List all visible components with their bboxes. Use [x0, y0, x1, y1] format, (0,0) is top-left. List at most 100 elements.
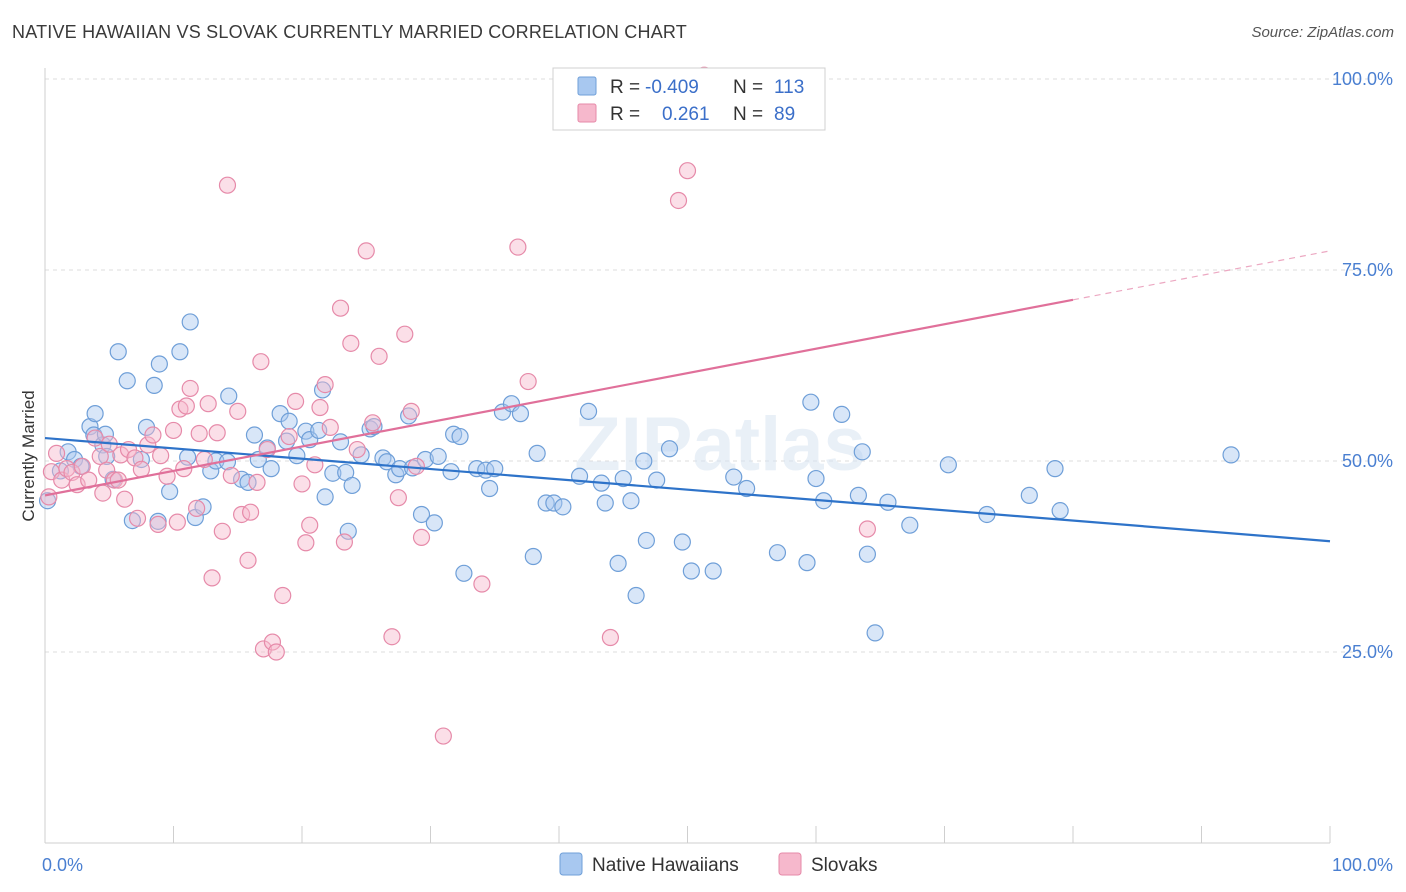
- hawaiian-point: [245, 426, 264, 444]
- slovak-trend-line: [44, 298, 1074, 497]
- hawaiian-point: [596, 494, 614, 512]
- hawaiian-point: [833, 405, 851, 423]
- slovak-point: [389, 489, 407, 507]
- series-legend-label-slovaks: Slovaks: [811, 855, 878, 876]
- hawaiian-point: [194, 498, 212, 516]
- slovak-point: [177, 397, 195, 415]
- legend-r-value-1: -0.409: [645, 77, 699, 98]
- slovak-point: [91, 447, 109, 466]
- hawaiian-point: [161, 482, 179, 501]
- hawaiian-point: [324, 464, 342, 482]
- chart-title: NATIVE HAWAIIAN VS SLOVAK CURRENTLY MARR…: [12, 22, 687, 42]
- slovak-point: [402, 402, 420, 420]
- slovak-point: [152, 447, 170, 465]
- series-legend-swatch-slovaks: [778, 852, 802, 876]
- hawaiian-point: [280, 412, 298, 430]
- y-tick-label: 100.0%: [1332, 69, 1393, 89]
- watermark: ZIPatlas: [574, 402, 865, 487]
- series-legend-swatch-hawaiians: [559, 852, 583, 876]
- hawaiian-point: [637, 531, 655, 550]
- slovak-point: [370, 347, 388, 365]
- hawaiian-point: [239, 473, 257, 491]
- slovak-point: [311, 398, 329, 417]
- hawaiian-point: [118, 372, 136, 390]
- hawaiian-point: [879, 493, 897, 511]
- hawaiian-point: [1222, 446, 1240, 464]
- series-legend: Native Hawaiians Slovaks: [559, 852, 878, 876]
- slovak-point: [519, 372, 537, 391]
- hawaiian-point: [1051, 502, 1069, 520]
- hawaiian-point: [400, 407, 418, 425]
- legend-n-label-2: N =: [733, 104, 763, 125]
- slovak-point: [286, 392, 305, 411]
- hawaiian-point: [455, 564, 473, 582]
- hawaiian-point: [939, 456, 957, 474]
- slovak-point: [348, 440, 366, 459]
- hawaiian-point: [524, 547, 542, 566]
- hawaiian-point: [609, 554, 627, 572]
- slovak-point: [116, 490, 134, 508]
- slovak-trend-extension: [1072, 250, 1331, 301]
- slovak-point: [280, 427, 298, 446]
- hawaiian-point: [725, 468, 743, 486]
- legend-swatch-pink: [577, 103, 597, 123]
- legend-n-value-1: 113: [774, 77, 804, 98]
- y-axis-label: Currently Married: [19, 390, 38, 521]
- hawaiian-point: [339, 522, 357, 540]
- hawaiian-point: [425, 514, 443, 532]
- slovak-point: [149, 515, 167, 534]
- hawaiian-point: [673, 533, 691, 551]
- grid-lines: [45, 78, 1370, 653]
- slovak-point: [222, 466, 240, 485]
- hawaiian-point: [1020, 486, 1038, 504]
- slovak-point: [94, 484, 112, 502]
- slovak-point: [396, 325, 414, 343]
- hawaiian-point: [853, 443, 871, 461]
- hawaiian-point: [262, 460, 280, 478]
- slovak-point: [678, 162, 697, 180]
- tick-labels: 25.0% 50.0% 75.0% 100.0% 0.0% 100.0%: [42, 69, 1393, 875]
- hawaiian-point: [579, 402, 598, 420]
- hawaiian-point: [802, 393, 820, 411]
- hawaiian-point: [554, 498, 572, 516]
- slovak-point: [213, 522, 231, 540]
- slovak-point: [293, 475, 311, 493]
- hawaiian-point: [901, 516, 919, 534]
- slovak-point: [301, 516, 319, 534]
- slovak-point: [412, 528, 431, 547]
- slovak-point: [331, 299, 350, 317]
- hawaiian-point: [86, 405, 104, 423]
- legend-r-label-1: R =: [610, 77, 640, 98]
- hawaiian-point: [316, 488, 334, 506]
- slovak-point: [128, 509, 147, 527]
- hawaiian-point: [145, 376, 163, 394]
- hawaiian-point: [627, 586, 645, 605]
- legend-r-label-2: R =: [610, 104, 640, 125]
- y-tick-label: 50.0%: [1342, 451, 1393, 471]
- hawaiian-point: [331, 433, 350, 451]
- slovak-point: [252, 353, 270, 371]
- hawaiian-point: [614, 469, 632, 488]
- hawaiian-point: [412, 505, 431, 524]
- slovak-point: [229, 402, 247, 420]
- hawaiian-point: [109, 343, 127, 361]
- source-label: Source: ZipAtlas.com: [1251, 24, 1394, 41]
- hawaiian-point: [807, 469, 825, 488]
- slovak-point: [858, 520, 877, 538]
- slovak-point: [335, 533, 354, 551]
- slovak-point: [218, 176, 237, 194]
- hawaiian-point: [150, 355, 168, 373]
- hawaiian-point: [1046, 460, 1064, 478]
- hawaiian-point: [429, 447, 447, 466]
- hawaiian-point: [181, 313, 199, 331]
- hawaiian-point: [545, 494, 563, 512]
- hawaiian-point: [858, 545, 877, 563]
- slovak-point: [239, 551, 257, 569]
- slovak-point: [316, 376, 334, 394]
- x-tick-label: 100.0%: [1332, 855, 1393, 875]
- axes: [44, 68, 1331, 844]
- hawaiian-point: [132, 450, 150, 469]
- slovak-point: [254, 640, 273, 658]
- slovak-point: [208, 424, 226, 442]
